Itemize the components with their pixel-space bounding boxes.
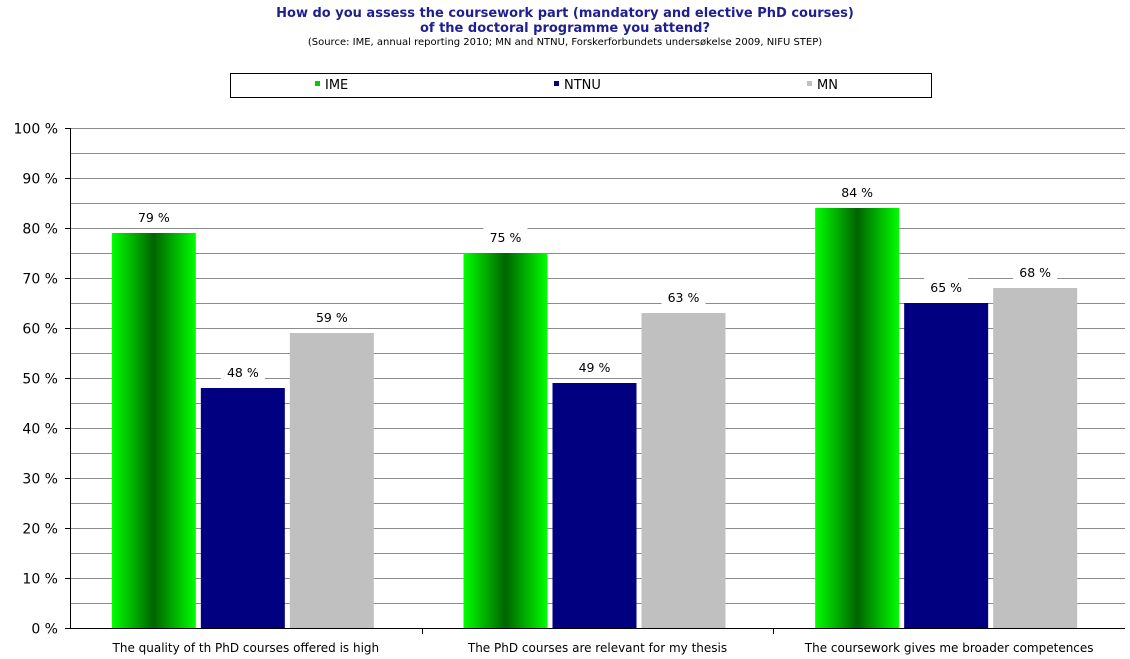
y-tick-label: 30 % [22, 472, 58, 488]
legend-item-ime: IME [315, 78, 348, 94]
legend-item-mn: MN [807, 78, 838, 94]
legend-swatch-mn [807, 81, 812, 86]
legend: IME NTNU MN [230, 73, 932, 98]
bar-mn [641, 313, 726, 628]
y-tick-label: 90 % [22, 172, 58, 188]
y-tick-label: 50 % [22, 372, 58, 388]
y-tick-label: 10 % [22, 572, 58, 588]
legend-label-mn: MN [817, 78, 838, 93]
category-label: The quality of th PhD courses offered is… [112, 641, 380, 655]
category-label: The PhD courses are relevant for my thes… [467, 641, 727, 655]
bar-ime [463, 253, 548, 628]
bar-mn [289, 333, 374, 628]
data-label-bg [131, 208, 176, 225]
bar-ime [815, 208, 900, 628]
y-tick-label: 80 % [22, 222, 58, 238]
data-label-bg [572, 358, 617, 375]
data-label-bg [661, 288, 706, 305]
bar-ntnu [200, 388, 285, 628]
y-tick-label: 70 % [22, 272, 58, 288]
y-tick-label: 20 % [22, 522, 58, 538]
legend-label-ntnu: NTNU [564, 78, 601, 93]
category-label: The coursework gives me broader competen… [804, 641, 1094, 655]
data-label-bg [835, 183, 880, 200]
data-label-bg [924, 278, 969, 295]
bar-mn [993, 288, 1078, 628]
y-tick-label: 100 % [14, 122, 58, 138]
data-label: 65 % [930, 280, 962, 295]
data-label: 79 % [138, 210, 170, 225]
data-label: 48 % [227, 365, 259, 380]
legend-swatch-ime [315, 81, 320, 86]
chart-title-line2: of the doctoral programme you attend? [419, 21, 711, 36]
y-tick-label: 0 % [31, 622, 58, 638]
data-label-bg [1013, 263, 1058, 280]
data-label-bg [220, 363, 265, 380]
data-label-bg [309, 308, 354, 325]
data-label-bg [483, 228, 528, 245]
y-tick-label: 60 % [22, 322, 58, 338]
legend-item-ntnu: NTNU [554, 78, 601, 94]
chart-subtitle: (Source: IME, annual reporting 2010; MN … [307, 37, 823, 48]
bar-ntnu [552, 383, 637, 628]
data-label: 75 % [490, 230, 522, 245]
chart-title-line1: How do you assess the coursework part (m… [276, 6, 854, 21]
chart-title: How do you assess the coursework part (m… [0, 6, 1130, 36]
data-label: 84 % [841, 185, 873, 200]
y-tick-label: 40 % [22, 422, 58, 438]
data-label: 68 % [1019, 265, 1051, 280]
legend-label-ime: IME [325, 78, 349, 93]
bar-ntnu [904, 303, 989, 628]
data-label: 59 % [316, 310, 348, 325]
bar-ime [111, 233, 196, 628]
legend-swatch-ntnu [554, 81, 559, 86]
data-label: 63 % [668, 290, 700, 305]
data-label: 49 % [579, 360, 611, 375]
